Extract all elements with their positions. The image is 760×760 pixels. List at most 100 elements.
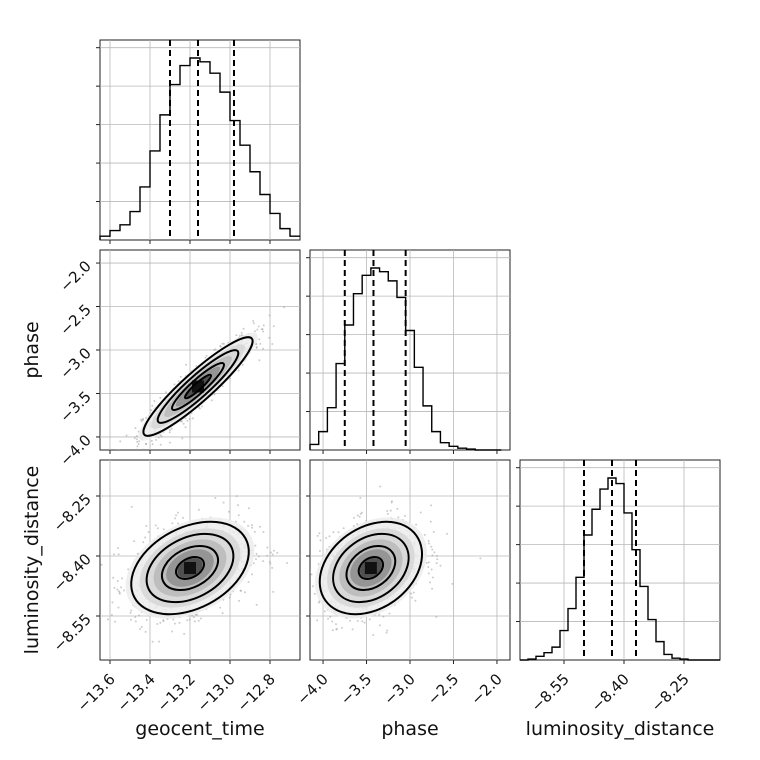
scatter-point bbox=[127, 568, 130, 571]
scatter-point bbox=[113, 586, 116, 589]
scatter-point bbox=[342, 527, 345, 530]
scatter-point bbox=[221, 612, 224, 615]
scatter-point bbox=[117, 553, 120, 556]
scatter-point bbox=[410, 592, 413, 595]
contour-3 bbox=[357, 555, 385, 580]
scatter-point bbox=[142, 541, 145, 544]
scatter-point bbox=[271, 566, 274, 569]
y-tick-label: −3.0 bbox=[56, 344, 94, 382]
x-tick-label: −13.0 bbox=[194, 670, 239, 715]
scatter-point bbox=[386, 512, 389, 515]
scatter-point bbox=[100, 563, 103, 566]
scatter-point bbox=[168, 431, 171, 434]
scatter-point bbox=[135, 438, 138, 441]
scatter-point bbox=[419, 511, 422, 514]
scatter-point bbox=[257, 325, 260, 328]
scatter-point bbox=[306, 591, 308, 593]
scatter-point bbox=[125, 454, 127, 456]
scatter-point bbox=[162, 619, 165, 622]
scatter-point bbox=[386, 629, 389, 632]
x-tick-label: −8.40 bbox=[588, 670, 633, 715]
scatter-point bbox=[213, 393, 216, 396]
x-tick-label: −2.0 bbox=[467, 670, 505, 708]
scatter-point bbox=[250, 524, 253, 527]
y-tick-label: −8.40 bbox=[50, 550, 95, 595]
scatter-point bbox=[177, 522, 180, 525]
scatter-point bbox=[253, 530, 256, 533]
scatter-point bbox=[156, 622, 159, 625]
scatter-point bbox=[258, 359, 261, 362]
scatter-point bbox=[412, 591, 415, 594]
scatter-point bbox=[358, 515, 361, 518]
scatter-point bbox=[151, 443, 154, 446]
hist-step-luminosity_distance bbox=[520, 477, 720, 661]
scatter-point bbox=[251, 573, 254, 576]
scatter-point bbox=[262, 324, 265, 327]
scatter-point bbox=[243, 520, 246, 523]
scatter-point bbox=[382, 615, 385, 618]
scatter-point bbox=[117, 547, 120, 550]
scatter-point bbox=[136, 440, 139, 443]
scatter-point bbox=[169, 429, 172, 432]
scatter-point bbox=[414, 599, 417, 602]
scatter-point bbox=[340, 626, 343, 629]
scatter-point bbox=[310, 567, 312, 570]
density-peak bbox=[364, 562, 377, 574]
scatter-point bbox=[431, 576, 434, 579]
scatter-point bbox=[130, 609, 133, 612]
scatter-point bbox=[188, 417, 191, 420]
scatter-point bbox=[140, 625, 143, 628]
scatter-point bbox=[423, 533, 426, 536]
scatter-point bbox=[439, 564, 442, 567]
scatter-point bbox=[198, 407, 201, 410]
scatter-point bbox=[154, 524, 157, 527]
scatter-point bbox=[252, 322, 255, 325]
scatter-point bbox=[134, 620, 137, 623]
scatter-point bbox=[191, 417, 194, 420]
hist-panel-luminosity_distance bbox=[516, 459, 721, 664]
scatter-point bbox=[204, 356, 207, 359]
scatter-point bbox=[142, 448, 145, 450]
scatter-point bbox=[356, 619, 359, 622]
scatter-point bbox=[119, 440, 122, 443]
x-tick-label: −13.6 bbox=[74, 670, 119, 715]
scatter-point bbox=[397, 516, 400, 519]
scatter-point bbox=[235, 334, 238, 337]
scatter-point bbox=[129, 453, 131, 455]
hist-panel-geocent_time bbox=[96, 39, 301, 244]
joint-panel-geocent_time-luminosity_distance bbox=[96, 459, 301, 664]
x-tick-label: −3.0 bbox=[380, 670, 418, 708]
scatter-point bbox=[379, 485, 382, 488]
scatter-point bbox=[251, 526, 254, 529]
scatter-point bbox=[430, 568, 433, 571]
scatter-point bbox=[228, 510, 231, 513]
scatter-point bbox=[214, 497, 217, 500]
scatter-point bbox=[144, 442, 147, 445]
scatter-point bbox=[388, 612, 391, 615]
x-tick-label: −2.5 bbox=[424, 670, 462, 708]
scatter-point bbox=[219, 345, 222, 348]
scatter-point bbox=[147, 531, 150, 534]
scatter-point bbox=[222, 501, 225, 504]
joint-content bbox=[115, 306, 286, 456]
scatter-point bbox=[372, 634, 375, 637]
scatter-point bbox=[271, 553, 274, 556]
scatter-point bbox=[255, 552, 258, 555]
scatter-point bbox=[136, 445, 139, 448]
scatter-point bbox=[479, 557, 482, 560]
scatter-point bbox=[191, 614, 194, 617]
scatter-point bbox=[130, 618, 133, 621]
scatter-point bbox=[176, 511, 179, 514]
scatter-point bbox=[137, 614, 140, 617]
scatter-point bbox=[327, 617, 330, 620]
scatter-point bbox=[262, 330, 265, 333]
joint-content bbox=[306, 485, 482, 637]
scatter-point bbox=[283, 306, 286, 309]
scatter-point bbox=[332, 531, 335, 534]
scatter-point bbox=[134, 616, 137, 619]
contour-3 bbox=[184, 373, 213, 400]
scatter-point bbox=[138, 440, 141, 443]
x-axis-label-luminosity_distance: luminosity_distance bbox=[526, 718, 715, 740]
scatter-point bbox=[235, 495, 238, 498]
